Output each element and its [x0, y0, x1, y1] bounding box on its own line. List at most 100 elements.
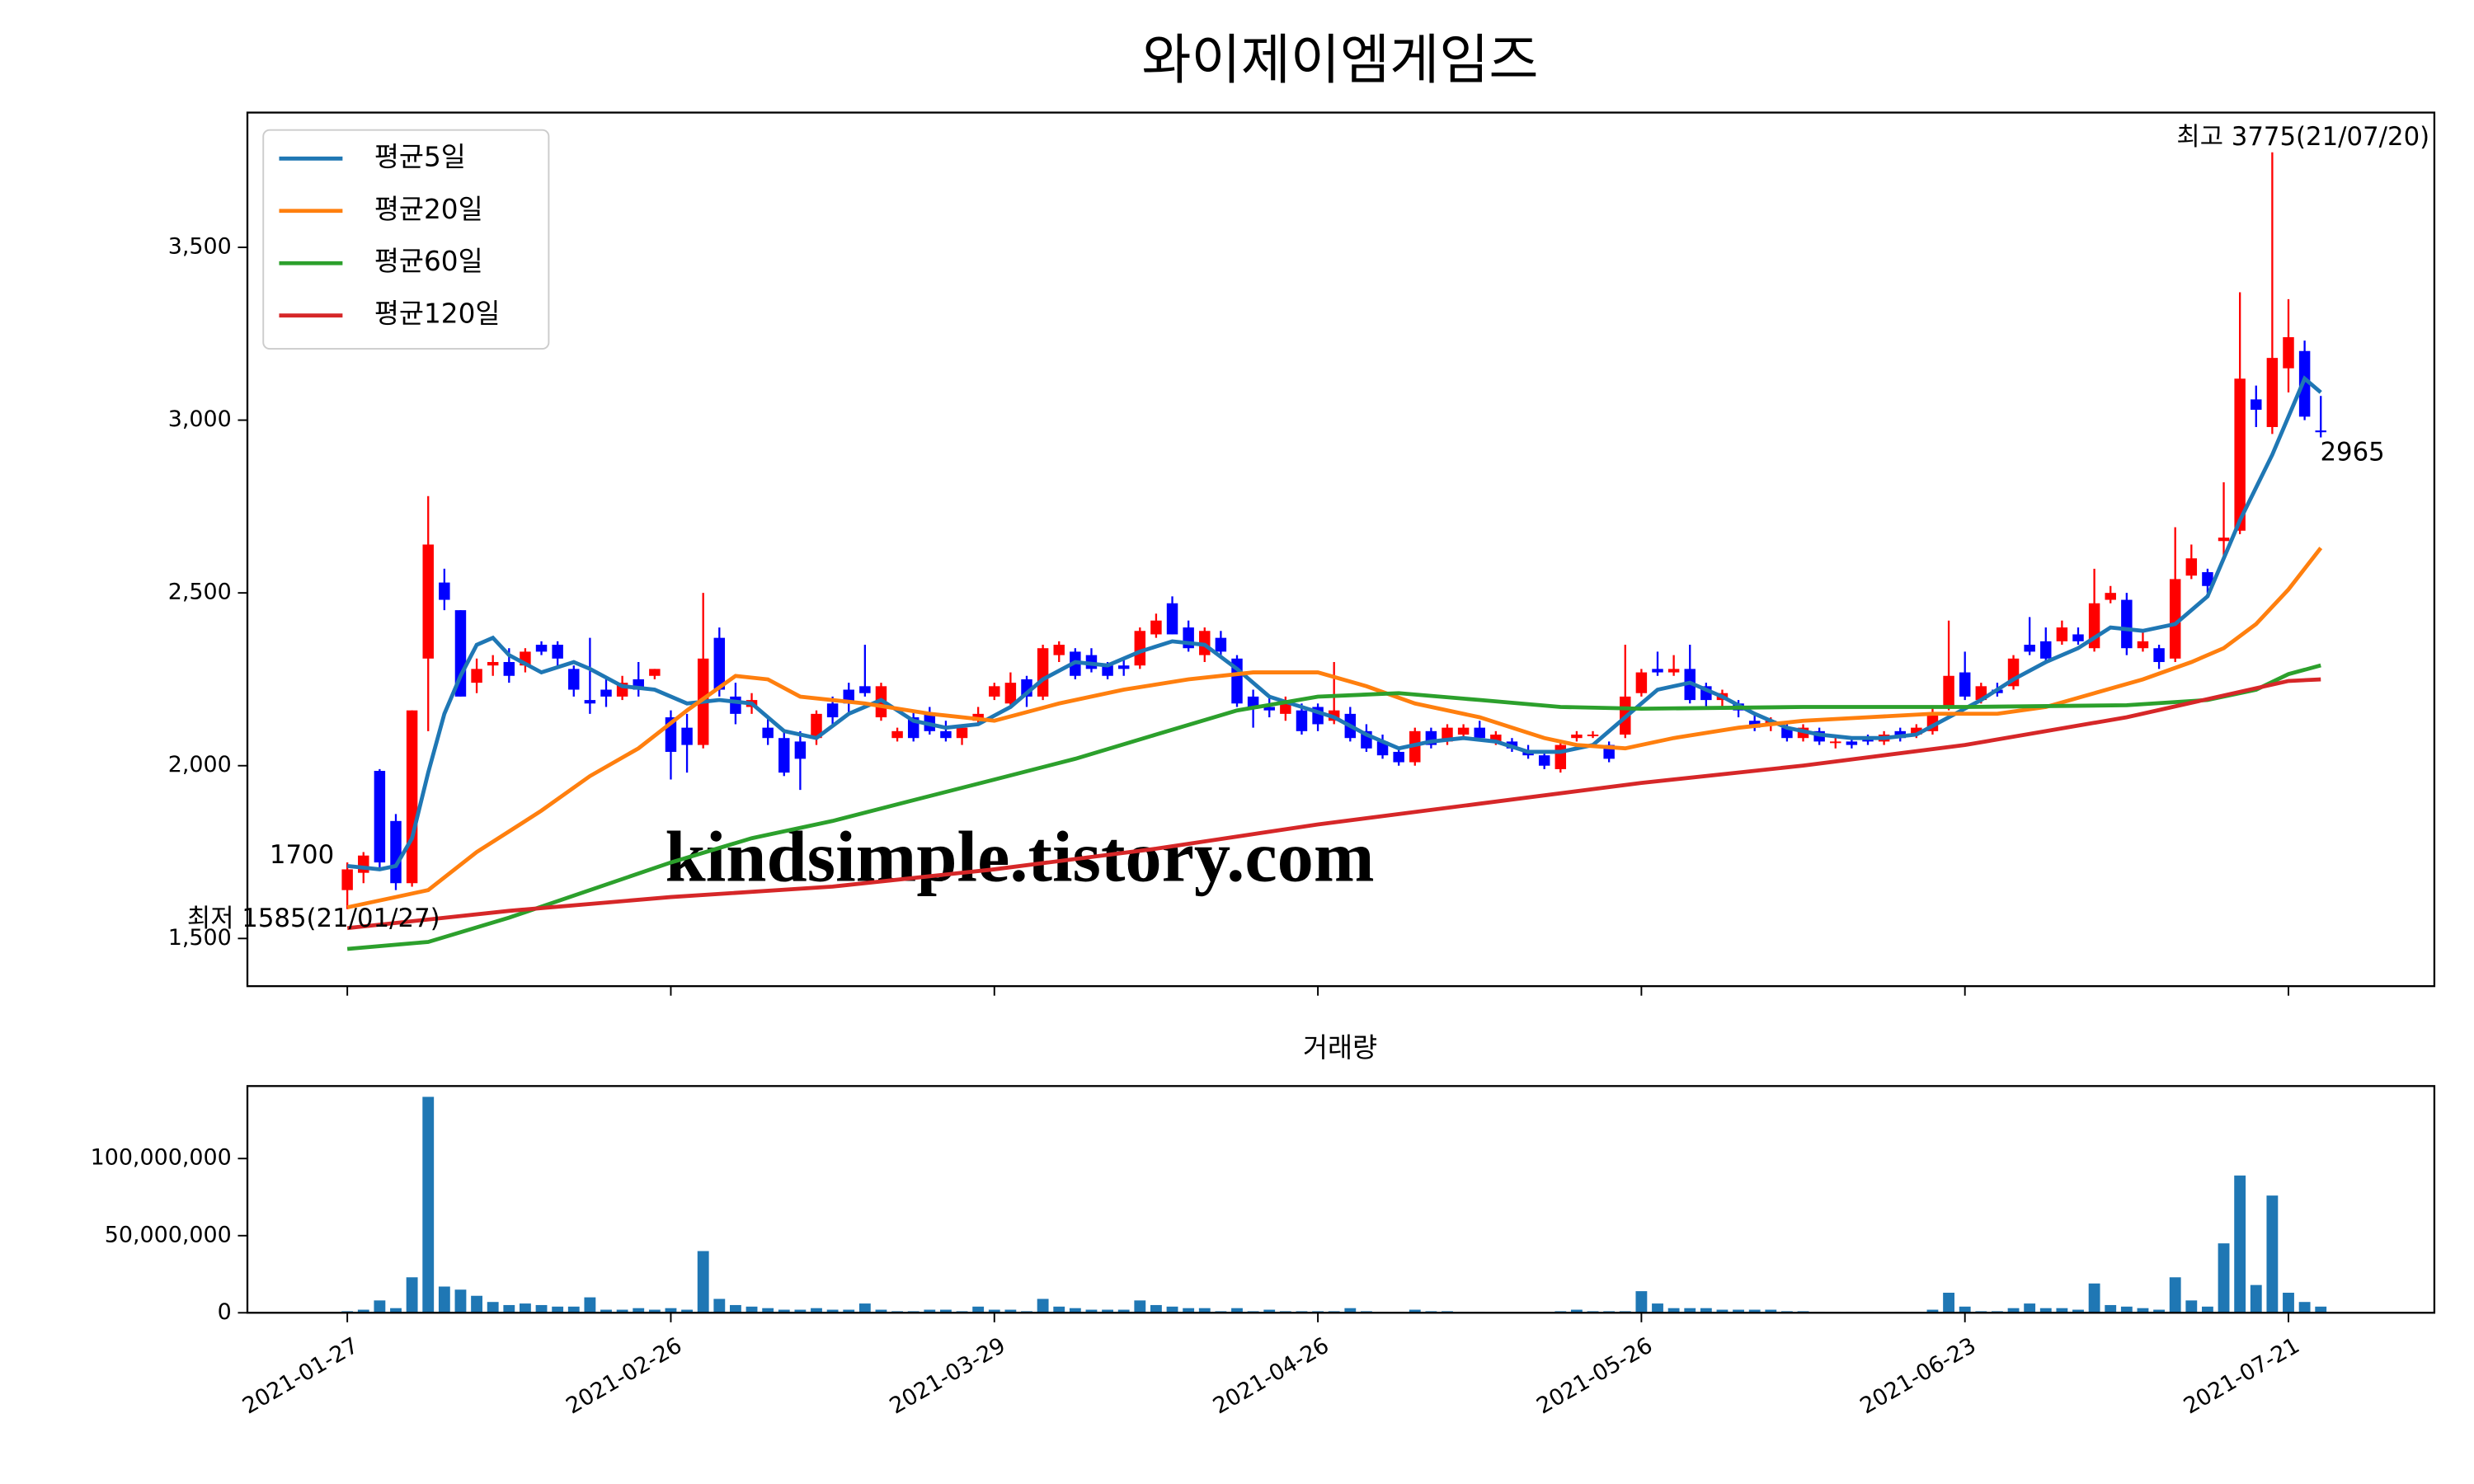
volume-bar	[471, 1295, 482, 1313]
volume-bar	[1037, 1298, 1049, 1313]
axes-frame	[246, 1085, 2436, 1314]
y-tick-label: 3,500	[168, 234, 232, 260]
candle-body	[1635, 672, 1648, 693]
candle-body	[2218, 538, 2230, 542]
candle-body	[2266, 358, 2279, 427]
volume-bar	[1684, 1308, 1696, 1313]
volume-bar	[374, 1300, 386, 1313]
volume-bar	[2088, 1283, 2100, 1313]
candle-body	[552, 645, 563, 659]
volume-bar	[2185, 1300, 2198, 1313]
volume-bar	[1765, 1309, 1777, 1313]
annotation: 2965	[2320, 438, 2384, 467]
volume-bar	[2039, 1308, 2052, 1313]
axes-frame	[246, 111, 2436, 988]
ma-line	[346, 663, 2321, 951]
candle-body	[1571, 735, 1583, 739]
volume-bar	[584, 1297, 596, 1313]
volume-bar	[794, 1309, 807, 1313]
volume-bar	[1716, 1309, 1729, 1313]
volume-bar	[1748, 1309, 1761, 1313]
y-tick-label: 50,000,000	[105, 1222, 232, 1247]
candle-body	[891, 730, 903, 739]
candle-body	[341, 869, 353, 890]
volume-bar	[503, 1304, 515, 1313]
volume-bar	[520, 1303, 531, 1313]
candle-body	[503, 661, 515, 676]
legend-label: 평균20일	[374, 194, 483, 225]
candle-body	[2024, 645, 2035, 652]
volume-bar	[988, 1309, 1000, 1313]
volume-bar	[762, 1308, 774, 1313]
candle-body	[940, 730, 952, 739]
volume-bar	[1926, 1309, 1939, 1313]
volume-bar	[633, 1308, 645, 1313]
volume-bar	[2072, 1309, 2084, 1313]
volume-bar	[422, 1097, 435, 1313]
volume-bar	[1733, 1309, 1744, 1313]
volume-bar	[2266, 1195, 2279, 1313]
volume-bar	[2024, 1303, 2036, 1313]
volume-bar	[454, 1289, 467, 1313]
volume-bar	[2234, 1175, 2246, 1313]
volume-bar	[858, 1303, 871, 1313]
candle-body	[1134, 631, 1146, 666]
candle-body	[454, 610, 467, 697]
volume-bar	[357, 1309, 369, 1313]
volume-bar	[875, 1309, 887, 1313]
volume-bar	[1263, 1309, 1276, 1313]
candle-body	[681, 727, 693, 745]
volume-bar	[2250, 1284, 2262, 1313]
candle-body	[2251, 399, 2262, 411]
legend-label: 평균120일	[374, 298, 501, 330]
volume-bar	[2298, 1302, 2311, 1313]
volume-bar	[406, 1277, 418, 1313]
y-tick-label: 2,000	[168, 752, 232, 777]
volume-bar	[1635, 1291, 1648, 1313]
candle-body	[568, 669, 580, 690]
volume-bar	[1571, 1309, 1583, 1313]
candle-body	[2202, 572, 2213, 586]
candle-body	[1652, 669, 1663, 673]
volume-bar	[1053, 1306, 1065, 1313]
volume-bar	[390, 1308, 402, 1313]
volume-bar	[1943, 1292, 1954, 1313]
candle-body	[956, 727, 968, 739]
volume-bar	[2007, 1308, 2020, 1313]
y-tick-label: 100,000,000	[91, 1145, 232, 1171]
candle-body	[649, 669, 661, 676]
candle-body	[1263, 707, 1275, 711]
y-tick-label: 0	[218, 1299, 232, 1325]
ma-line	[346, 375, 2322, 871]
candle-body	[859, 686, 871, 693]
volume-bar	[730, 1304, 741, 1313]
candle-body	[730, 696, 741, 714]
y-tick-label: 1,500	[168, 925, 232, 951]
annotation: 최고 3775(21/07/20)	[2176, 122, 2429, 152]
candle-body	[1004, 683, 1017, 704]
volume-bar	[2120, 1306, 2133, 1313]
volume-bar	[1004, 1309, 1017, 1313]
legend-label: 평균5일	[374, 141, 466, 172]
candle-body	[2137, 641, 2149, 649]
volume-bar	[1667, 1308, 1680, 1313]
candle-body	[1117, 665, 1130, 669]
candle-body	[1943, 675, 1954, 707]
volume-bar	[1959, 1306, 1971, 1313]
volume-bar	[1117, 1309, 1130, 1313]
ma-line	[346, 547, 2323, 909]
candle-body	[778, 738, 790, 773]
volume-bar	[2137, 1308, 2149, 1313]
volume-bar	[2169, 1277, 2181, 1313]
volume-bar	[1652, 1303, 1663, 1313]
volume-bar	[648, 1309, 661, 1313]
candle-body	[826, 703, 839, 718]
volume-bar	[665, 1308, 677, 1313]
volume-bar	[1183, 1308, 1195, 1313]
annotation: 최저 1585(21/01/27)	[187, 904, 440, 933]
candle-body	[2185, 558, 2198, 576]
candle-body	[1911, 727, 1922, 735]
volume-bar	[535, 1304, 548, 1313]
plot-area: kindsimple.tistory.com	[341, 152, 2326, 951]
